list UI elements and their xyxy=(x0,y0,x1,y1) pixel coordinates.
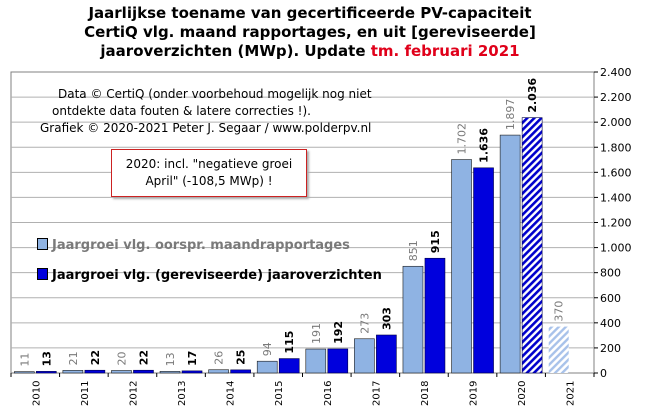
data-label-series-1: 94 xyxy=(261,342,274,356)
data-credit: Data © CertiQ (onder voorbehoud mogelijk… xyxy=(40,86,372,137)
y-tick-label: 1.800 xyxy=(600,141,632,154)
data-label-series-2: 915 xyxy=(429,230,442,253)
data-label-series-2: 2.036 xyxy=(526,78,539,113)
annotation-line-1: 2020: incl. "negatieve groei xyxy=(125,157,293,171)
data-label-series-2: 25 xyxy=(235,350,248,365)
x-tick-label: 2016 xyxy=(323,381,334,406)
bar-series-2 xyxy=(278,358,300,374)
x-tick-label: 2010 xyxy=(31,381,42,406)
bar-series-1 xyxy=(62,370,84,374)
chart-title: Jaarlijkse toename van gecertificeerde P… xyxy=(0,4,620,61)
bar-series-2 xyxy=(376,334,397,374)
x-tick-label: 2015 xyxy=(274,381,285,406)
y-tick-label: 2.000 xyxy=(600,116,632,129)
bar-series-1 xyxy=(256,360,278,374)
x-tick-label: 2014 xyxy=(226,381,237,406)
bar-series-2 xyxy=(424,257,446,374)
title-line-3: jaaroverzichten (MWp). Update tm. februa… xyxy=(0,42,620,61)
annotation-box: 2020: incl. "negatieve groei April" (-10… xyxy=(111,149,307,197)
x-tick-label: 2013 xyxy=(177,381,188,406)
data-label-series-2: 22 xyxy=(89,350,102,365)
data-label-series-1: 1.702 xyxy=(456,123,469,155)
bar-series-2 xyxy=(521,117,543,374)
y-tick-label: 2.400 xyxy=(600,66,632,79)
y-tick-label: 1.000 xyxy=(600,242,632,255)
legend-item-series-1: Jaargroei vlg. oorspr. maandrapportages xyxy=(37,238,350,253)
bar-series-1 xyxy=(111,370,132,374)
legend-label-series-2: Jaargroei vlg. (gereviseerde) jaaroverzi… xyxy=(52,268,382,283)
credit-line-3: Grafiek © 2020-2021 Peter J. Segaar / ww… xyxy=(40,121,372,135)
bar-series-2 xyxy=(84,369,106,374)
y-tick-label: 1.400 xyxy=(600,191,632,204)
y-tick-label: 0 xyxy=(600,367,607,380)
bar-series-2 xyxy=(133,369,154,374)
data-label-series-2: 115 xyxy=(283,331,296,354)
x-tick-label: 2012 xyxy=(128,381,139,406)
y-tick-label: 400 xyxy=(600,317,621,330)
bar-series-1 xyxy=(354,338,375,374)
data-label-series-1: 13 xyxy=(164,352,177,366)
x-tick-label: 2021 xyxy=(566,381,577,406)
title-update-date: tm. februari 2021 xyxy=(370,42,520,60)
annotation-line-2: April" (-108,5 MWp) ! xyxy=(145,174,273,188)
bar-series-2 xyxy=(230,369,251,374)
y-tick-label: 600 xyxy=(600,292,621,305)
y-tick-label: 200 xyxy=(600,342,621,355)
y-tick-label: 1.200 xyxy=(600,217,632,230)
x-tick-label: 2017 xyxy=(371,381,382,406)
data-label-series-1: 21 xyxy=(67,351,80,365)
x-tick-label: 2018 xyxy=(420,381,431,406)
data-label-series-1: 851 xyxy=(407,240,420,261)
data-label-series-1: 370 xyxy=(553,301,566,322)
x-tick-label: 2011 xyxy=(80,381,91,406)
x-tick-label: 2019 xyxy=(469,381,480,406)
x-tick-label: 2020 xyxy=(517,381,528,406)
y-tick-label: 2.200 xyxy=(600,91,632,104)
data-label-series-2: 22 xyxy=(137,350,150,365)
title-line-1: Jaarlijkse toename van gecertificeerde P… xyxy=(88,4,532,22)
legend-swatch-series-1 xyxy=(37,238,48,250)
title-line-2: CertiQ vlg. maand rapportages, en uit [g… xyxy=(84,23,536,41)
data-label-series-1: 20 xyxy=(115,351,128,365)
bar-series-2 xyxy=(327,348,349,374)
credit-line-2: ontdekte data fouten & latere correcties… xyxy=(52,104,311,118)
y-tick-label: 1.600 xyxy=(600,166,632,179)
bar-series-1 xyxy=(13,371,35,374)
legend-label-series-1: Jaargroei vlg. oorspr. maandrapportages xyxy=(52,238,350,253)
data-label-series-2: 1.636 xyxy=(478,128,491,163)
data-label-series-1: 1.897 xyxy=(504,99,517,131)
bar-series-1 xyxy=(499,134,521,374)
data-label-series-1: 273 xyxy=(358,313,371,334)
data-label-series-1: 11 xyxy=(18,353,31,367)
bar-series-2 xyxy=(473,167,494,374)
legend-swatch-series-2 xyxy=(37,268,48,280)
title-line-3-main: jaaroverzichten (MWp). Update xyxy=(100,42,371,60)
bar-series-1 xyxy=(402,265,424,374)
bar-series-1 xyxy=(208,369,229,374)
y-tick-label: 800 xyxy=(600,267,621,280)
data-label-series-2: 13 xyxy=(40,351,53,366)
bar-series-1 xyxy=(159,371,181,374)
bar-series-1 xyxy=(548,326,569,373)
data-label-series-2: 17 xyxy=(186,351,199,366)
bar-series-1 xyxy=(305,348,327,374)
data-label-series-2: 303 xyxy=(380,307,393,330)
bar-series-2 xyxy=(181,370,203,374)
data-label-series-1: 191 xyxy=(310,323,323,344)
data-label-series-2: 192 xyxy=(332,321,345,344)
legend-item-series-2: Jaargroei vlg. (gereviseerde) jaaroverzi… xyxy=(37,268,382,283)
bar-series-1 xyxy=(451,159,472,374)
data-label-series-1: 26 xyxy=(213,351,226,365)
credit-line-1: Data © CertiQ (onder voorbehoud mogelijk… xyxy=(58,87,372,101)
bar-series-2 xyxy=(35,371,57,374)
